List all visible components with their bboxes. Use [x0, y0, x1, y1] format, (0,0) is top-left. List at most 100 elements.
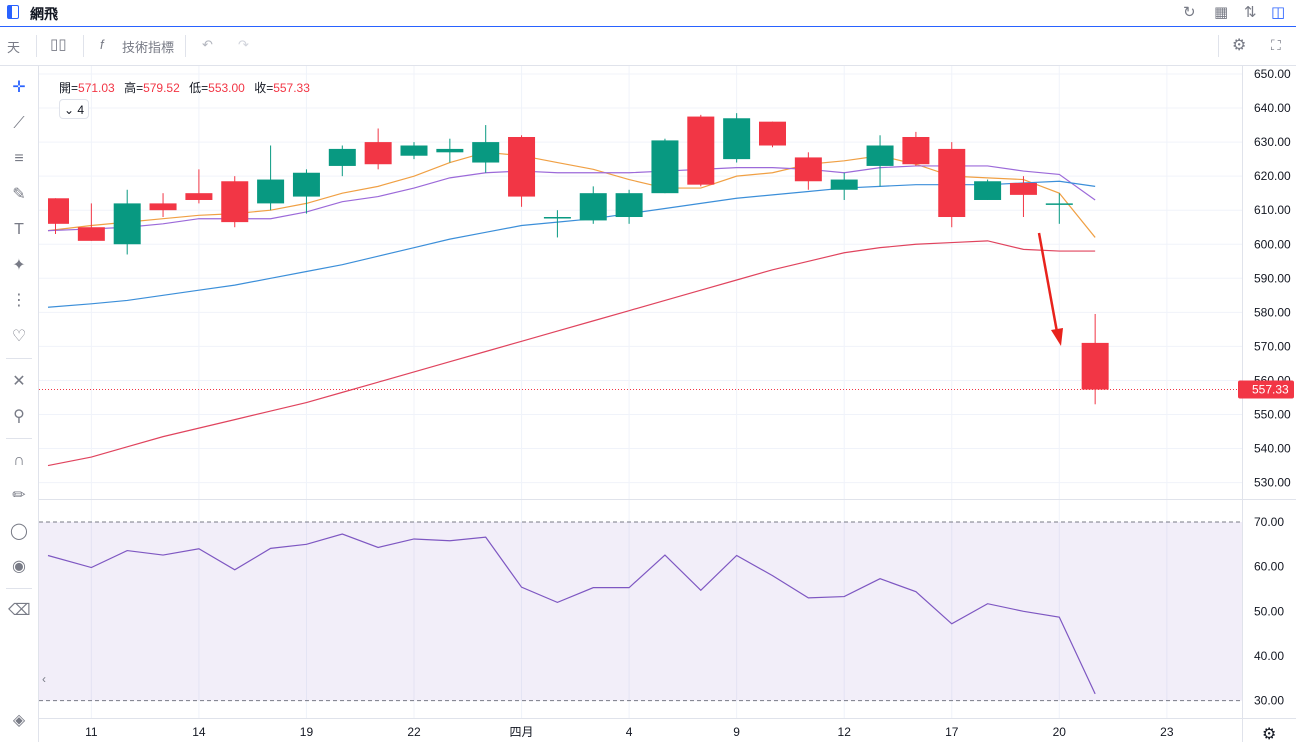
price-tick-label: 620.00: [1254, 169, 1291, 183]
fullscreen-icon[interactable]: ⛶: [1271, 37, 1281, 53]
price-tick-label: 530.00: [1254, 476, 1291, 490]
candle-body: [436, 148, 464, 153]
indicator-count: 4: [77, 103, 85, 117]
price-tick-label: 640.00: [1254, 101, 1291, 115]
ruler-icon[interactable]: ✕: [12, 373, 26, 390]
last-price-label: 557.33: [1252, 383, 1289, 397]
drawing-sidebar: ✛ ⟋ ≡ ✎ T ✦ ⋮ ♡ ✕ ⚲ ∩ ✏ ◯ ◉ ⌫ ◈: [0, 66, 39, 742]
layers-icon[interactable]: ◈: [12, 712, 26, 729]
compare-icon[interactable]: ⇅: [1244, 4, 1257, 21]
candle-body: [221, 181, 249, 223]
candle-body: [651, 140, 679, 194]
axis-settings-icon[interactable]: ⚙: [1262, 726, 1277, 743]
price-tick-label: 600.00: [1254, 237, 1291, 251]
time-tick-label: 4: [626, 725, 633, 739]
candle-body: [48, 198, 69, 224]
prediction-icon[interactable]: ⋮: [11, 292, 27, 309]
window-title: 網飛: [30, 6, 58, 22]
price-tick-label: 610.00: [1254, 203, 1291, 217]
rsi-tick-label: 40.00: [1254, 649, 1284, 663]
candle-body: [759, 121, 786, 146]
layout-icon[interactable]: ▦: [1214, 4, 1229, 21]
candle-type-icon[interactable]: ▯▯: [50, 36, 67, 53]
trash-icon[interactable]: ⌫: [8, 602, 31, 619]
rsi-line: [47, 533, 1096, 695]
candle-body: [723, 118, 751, 160]
open-label: 開=: [59, 81, 79, 95]
candle-body: [543, 217, 571, 219]
sidebar-divider: [6, 358, 32, 359]
ma-line: [47, 240, 1096, 467]
candle-body: [1009, 182, 1037, 195]
indicators-button[interactable]: 技術指標: [122, 40, 175, 55]
eye-icon[interactable]: ◉: [12, 558, 26, 575]
scroll-left-icon: ‹: [42, 672, 46, 686]
ma-line: [47, 180, 1096, 308]
brush-icon[interactable]: ✎: [12, 186, 26, 203]
settings-icon[interactable]: ⚙: [1232, 37, 1247, 54]
window-titlebar: 網飛 ↻ ▦ ⇅ ◫: [0, 0, 1296, 27]
rsi-band: [39, 521, 1242, 702]
time-tick-label: 23: [1160, 725, 1174, 739]
price-tick-label: 570.00: [1254, 339, 1291, 353]
candle-body: [615, 193, 643, 218]
time-tick-label: 19: [300, 725, 314, 739]
magnet-icon[interactable]: ∩: [13, 452, 25, 469]
lock-drawing-icon[interactable]: ✏: [12, 487, 26, 504]
candle-body: [185, 193, 213, 200]
time-tick-label: 12: [838, 725, 852, 739]
candle-body: [400, 145, 428, 156]
sidebar-divider: [6, 588, 32, 589]
chart-toolbar: 天 ▯▯ f 技術指標 ↶ ↷ ⚙ ⛶: [0, 27, 1296, 66]
pattern-icon[interactable]: ✦: [12, 257, 26, 274]
fib-icon[interactable]: ≡: [14, 150, 24, 167]
high-label: 高=: [124, 81, 144, 95]
time-tick-label: 14: [192, 725, 206, 739]
heart-icon[interactable]: ♡: [11, 328, 27, 345]
time-tick-label: 11: [85, 725, 98, 739]
price-tick-label: 650.00: [1254, 67, 1291, 81]
redo-icon[interactable]: ↷: [238, 37, 249, 52]
time-tick-label: 四月: [510, 725, 534, 739]
candle-body: [257, 179, 285, 204]
low-label: 低=: [189, 81, 209, 95]
rsi-tick-label: 60.00: [1254, 560, 1284, 574]
candle-body: [292, 172, 320, 197]
rsi-tick-label: 30.00: [1254, 694, 1284, 708]
price-tick-label: 540.00: [1254, 442, 1291, 456]
text-icon[interactable]: T: [14, 221, 24, 238]
trend-line-icon[interactable]: ⟋: [13, 115, 25, 132]
last-price-badge: [1238, 380, 1294, 399]
refresh-icon[interactable]: ↻: [1183, 4, 1196, 21]
toolbar-divider: [185, 35, 186, 57]
ohlc-legend: 開=571.03 高=579.52 低=553.00 收=557.33: [59, 79, 310, 96]
price-axis: 650.00 640.00 630.00 620.00 610.00 600.00 590.…: [1238, 67, 1294, 708]
price-tick-label: 550.00: [1254, 408, 1291, 422]
undo-icon[interactable]: ↶: [202, 37, 213, 52]
rsi-tick-label: 50.00: [1254, 604, 1284, 618]
arrow-shaft: [1037, 232, 1059, 333]
function-icon[interactable]: f: [100, 37, 104, 52]
panel-icon[interactable]: ◫: [1271, 4, 1286, 21]
candle-body: [364, 142, 392, 165]
candle-body: [579, 193, 607, 221]
toolbar-divider: [36, 35, 37, 57]
candle-body: [1045, 203, 1073, 205]
low-value: 553.00: [208, 81, 245, 95]
candle-body: [866, 145, 894, 166]
close-value: 557.33: [273, 81, 310, 95]
crosshair-icon[interactable]: ✛: [12, 79, 26, 96]
zoom-icon[interactable]: ⚲: [13, 408, 25, 425]
price-tick-label: 590.00: [1254, 271, 1291, 285]
interval-button[interactable]: 天: [7, 40, 21, 55]
indicators-collapse-button[interactable]: ⌄ 4: [59, 99, 89, 119]
lock-icon[interactable]: ◯: [10, 523, 28, 540]
time-tick-label: 20: [1053, 725, 1067, 739]
candle-body: [113, 203, 141, 245]
candle-body: [472, 142, 500, 163]
price-tick-label: 630.00: [1254, 135, 1291, 149]
high-value: 579.52: [143, 81, 180, 95]
open-value: 571.03: [78, 81, 115, 95]
candles: [39, 113, 1242, 405]
